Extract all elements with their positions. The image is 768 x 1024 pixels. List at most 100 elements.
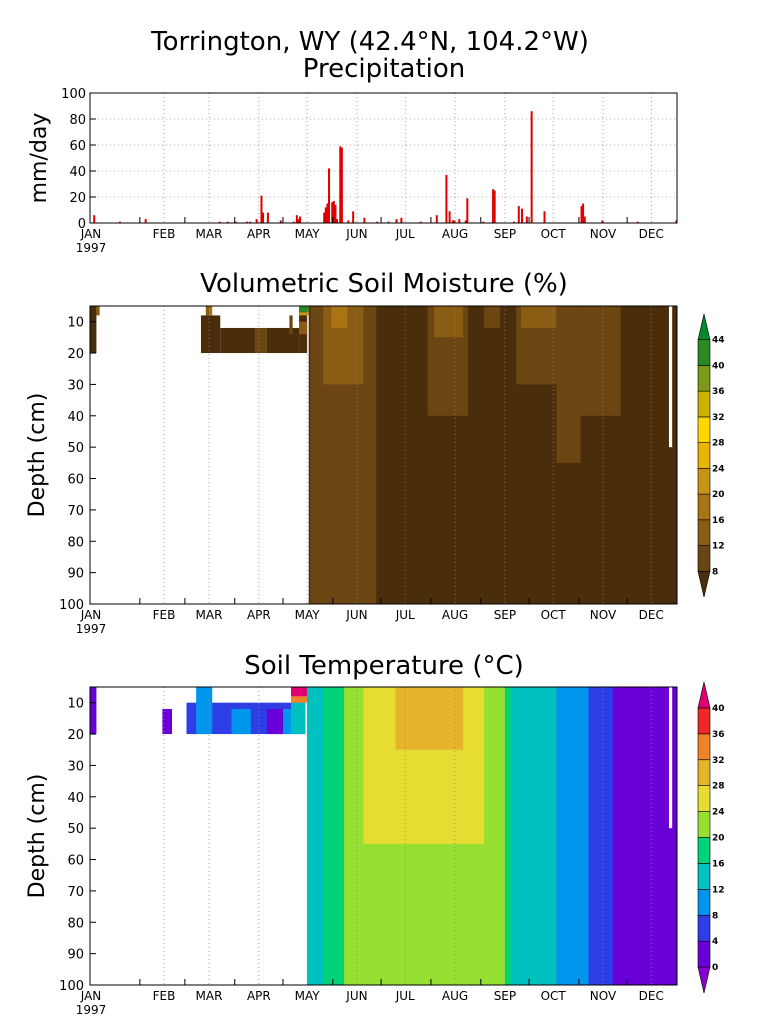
plot-frame: [89, 305, 678, 605]
field-region: [266, 327, 300, 354]
precip-bar: [334, 204, 337, 223]
colorbar-swatch: [697, 940, 711, 968]
x-tick-label-jan: JAN: [80, 227, 102, 241]
colorbar-swatch: [697, 545, 711, 572]
y-tick-label: 20: [67, 728, 84, 743]
precip-bar: [525, 216, 528, 223]
colorbar-swatch: [697, 863, 711, 890]
y-tick-label: 20: [67, 347, 84, 362]
field-region: [668, 306, 673, 448]
y-tick-label: 20: [69, 191, 86, 206]
precip-bar: [451, 220, 454, 223]
field-region: [556, 306, 581, 463]
x-tick-label-apr: APR: [247, 989, 271, 1003]
colorbar-label: 4: [712, 937, 718, 947]
x-tick-label-feb: FEB: [153, 227, 176, 241]
colorbar-label: 44: [712, 336, 725, 346]
colorbar-swatch: [697, 889, 711, 916]
x-tick-label-aug: AUG: [442, 227, 468, 241]
colorbar-label: 16: [712, 516, 725, 526]
precip-bar: [376, 221, 379, 223]
colorbar-swatch: [697, 339, 711, 366]
y-tick-label: 40: [69, 165, 86, 180]
y-tick-label: 60: [67, 854, 84, 869]
field-region: [331, 306, 348, 328]
colorbar-label: 8: [712, 567, 718, 577]
colorbar-end-low: [697, 570, 711, 598]
x-tick-label-aug: AUG: [442, 608, 468, 622]
y-tick-label: 10: [67, 316, 84, 331]
field-region: [395, 687, 464, 750]
precip-bar: [492, 189, 495, 223]
precip-bar: [347, 220, 350, 223]
x-tick-label-jan: JAN: [80, 989, 102, 1003]
precip-bar: [458, 219, 461, 223]
colorbar-label: 0: [712, 963, 718, 973]
plot-area: [90, 93, 677, 223]
x-tick-label-dec: DEC: [639, 989, 664, 1003]
x-year-label: 1997: [76, 241, 107, 255]
plot-frame: [89, 92, 678, 224]
precip-bar: [323, 212, 326, 223]
colorbar-label: 32: [712, 756, 725, 766]
colorbar-end-low: [697, 966, 711, 994]
x-tick-label-oct: OCT: [541, 608, 567, 622]
y-tick-label: 90: [67, 567, 84, 582]
precip-bar: [400, 217, 403, 223]
precip-bar: [512, 221, 515, 223]
x-tick-label-oct: OCT: [541, 227, 567, 241]
precip-bar: [324, 207, 327, 223]
colorbar-label: 36: [712, 730, 725, 740]
precip-bar: [336, 219, 339, 223]
colorbar-swatch: [697, 914, 711, 942]
field-region: [299, 312, 309, 316]
colorbar-swatch: [697, 811, 711, 838]
plot-frame: [89, 686, 678, 986]
y-tick-label: 80: [67, 535, 84, 550]
x-tick-label-apr: APR: [247, 227, 271, 241]
colorbar-swatch: [697, 390, 711, 418]
colorbar-swatch: [697, 837, 711, 864]
field-region: [575, 306, 621, 416]
temperature-title: Soil Temperature (°C): [244, 651, 524, 681]
precip-bar: [448, 211, 451, 223]
y-tick-label: 70: [67, 504, 84, 519]
field-region: [668, 687, 673, 829]
y-axis-label: Depth (cm): [25, 774, 50, 899]
field-region: [521, 306, 560, 328]
colorbar-swatch: [697, 733, 711, 761]
y-tick-label: 80: [69, 113, 86, 128]
precip-bar: [419, 221, 422, 223]
precip-bar: [218, 221, 221, 223]
field-region: [200, 315, 221, 354]
field-region: [291, 696, 308, 703]
precip-bar: [543, 211, 546, 223]
y-tick-label: 0: [78, 217, 86, 232]
precip-bar: [583, 216, 586, 223]
x-tick-label-apr: APR: [247, 608, 271, 622]
y-tick-label: 100: [61, 87, 86, 102]
colorbar-swatch: [697, 365, 711, 392]
precip-bar: [332, 200, 335, 223]
colorbar-label: 40: [712, 361, 725, 371]
precip-bar: [521, 208, 524, 223]
y-tick-label: 50: [67, 441, 84, 456]
colorbar-end-high: [697, 681, 711, 709]
precip-bar: [580, 206, 583, 223]
x-tick-label-mar: MAR: [196, 989, 223, 1003]
x-tick-label-mar: MAR: [196, 227, 223, 241]
y-tick-label: 10: [67, 697, 84, 712]
x-tick-label-jun: JUN: [345, 227, 367, 241]
colorbar-label: 32: [712, 413, 725, 423]
x-tick-label-jul: JUL: [395, 608, 415, 622]
colorbar-end-high: [697, 313, 711, 341]
x-tick-label-sep: SEP: [494, 227, 516, 241]
x-tick-label-jul: JUL: [395, 989, 415, 1003]
precip-bar: [249, 221, 252, 223]
precip-bar: [636, 221, 639, 223]
precip-bar: [255, 219, 258, 223]
precip-bar: [493, 190, 496, 223]
precip-bar: [445, 174, 448, 223]
